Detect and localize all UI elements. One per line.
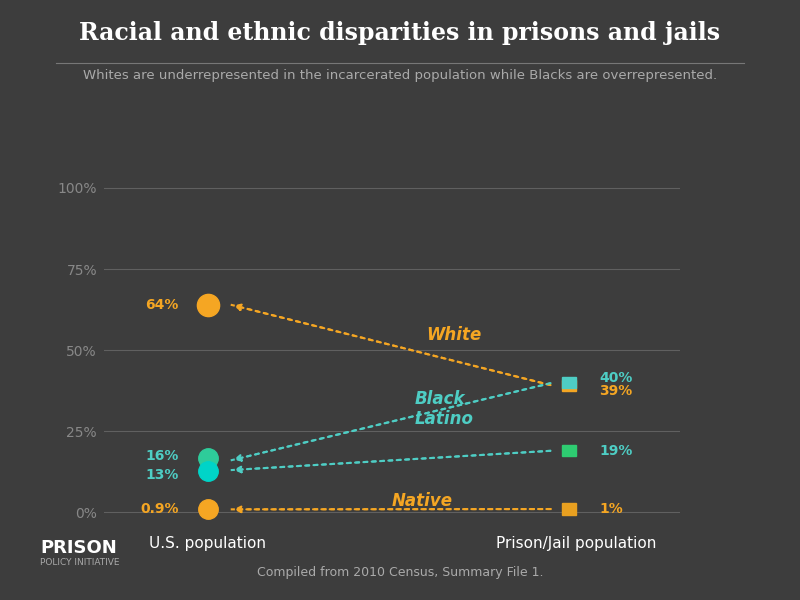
Text: Latino: Latino (415, 410, 474, 428)
Bar (562, 377, 576, 388)
Text: 16%: 16% (146, 449, 179, 463)
Text: White: White (426, 326, 482, 344)
Bar (562, 445, 576, 457)
Text: 1%: 1% (599, 502, 623, 516)
Text: 39%: 39% (599, 383, 633, 398)
Bar (562, 380, 576, 391)
Text: 19%: 19% (599, 443, 633, 458)
Text: PRISON: PRISON (40, 539, 117, 557)
Text: POLICY INITIATIVE: POLICY INITIATIVE (40, 558, 119, 567)
Text: 64%: 64% (146, 298, 179, 312)
Text: 0.9%: 0.9% (140, 502, 179, 517)
Text: Whites are underrepresented in the incarcerated population while Blacks are over: Whites are underrepresented in the incar… (83, 69, 717, 82)
Text: 13%: 13% (146, 468, 179, 482)
Text: Native: Native (392, 492, 453, 510)
Text: Racial and ethnic disparities in prisons and jails: Racial and ethnic disparities in prisons… (79, 21, 721, 45)
Text: 40%: 40% (599, 371, 633, 385)
Bar (562, 503, 576, 515)
Text: Black: Black (415, 391, 466, 409)
Text: Compiled from 2010 Census, Summary File 1.: Compiled from 2010 Census, Summary File … (257, 566, 543, 579)
